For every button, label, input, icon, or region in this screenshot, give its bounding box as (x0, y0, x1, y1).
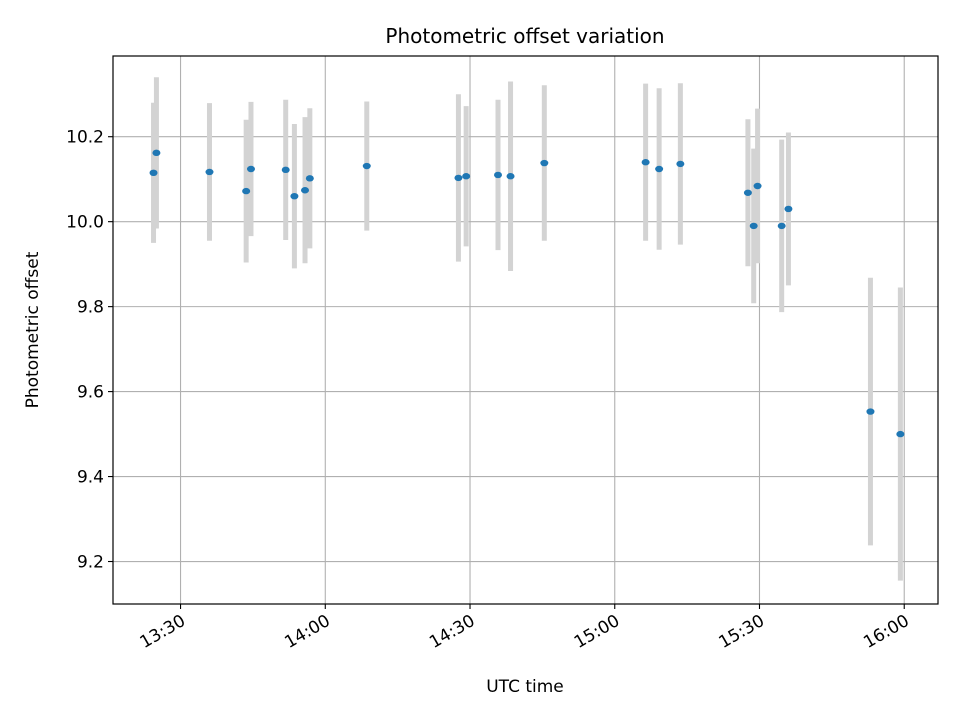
y-tick-label: 9.2 (77, 553, 104, 573)
x-tick-label: 13:30 (137, 611, 189, 653)
data-point (246, 165, 255, 173)
y-axis: 9.2 9.4 9.6 9.8 10.0 10.2 (66, 128, 113, 573)
x-tick-label: 14:30 (426, 611, 478, 653)
grid-layer (113, 56, 938, 604)
data-point (777, 222, 786, 230)
x-axis-title: UTC time (486, 677, 564, 697)
y-axis-title: Photometric offset (23, 251, 43, 408)
plot-frame (112, 55, 939, 605)
data-point (753, 182, 762, 190)
data-point (494, 171, 502, 179)
data-point (305, 175, 314, 182)
data-point (290, 192, 299, 200)
x-tick-label: 15:30 (716, 611, 768, 653)
errorbar-layer (151, 77, 903, 581)
data-point (462, 173, 471, 180)
y-tick-label: 9.8 (77, 298, 104, 318)
data-point (362, 162, 371, 170)
y-tick-label: 10.0 (66, 213, 104, 233)
data-point (149, 169, 158, 177)
data-point (655, 165, 664, 173)
point-layer (149, 149, 905, 438)
data-point (866, 408, 875, 415)
data-point (454, 174, 463, 182)
chart-title: Photometric offset variation (385, 24, 664, 48)
data-point (281, 166, 290, 174)
x-axis: 13:30 14:00 14:30 15:00 15:30 16:00 (137, 604, 913, 653)
data-point (205, 168, 214, 176)
y-tick-label: 9.4 (77, 468, 104, 488)
data-point (784, 205, 793, 213)
x-tick-label: 16:00 (860, 611, 912, 653)
x-tick-label: 14:00 (281, 611, 333, 653)
data-point (676, 160, 685, 168)
data-point (743, 189, 752, 196)
data-point (152, 149, 161, 157)
data-point (301, 187, 310, 194)
data-point (242, 187, 251, 195)
data-point (749, 222, 758, 230)
x-tick-label: 15:00 (571, 611, 623, 653)
y-tick-label: 9.6 (77, 383, 104, 403)
data-point (641, 159, 650, 166)
data-point (506, 173, 515, 180)
data-point (896, 430, 905, 438)
data-point (540, 159, 549, 167)
y-tick-label: 10.2 (66, 128, 104, 148)
